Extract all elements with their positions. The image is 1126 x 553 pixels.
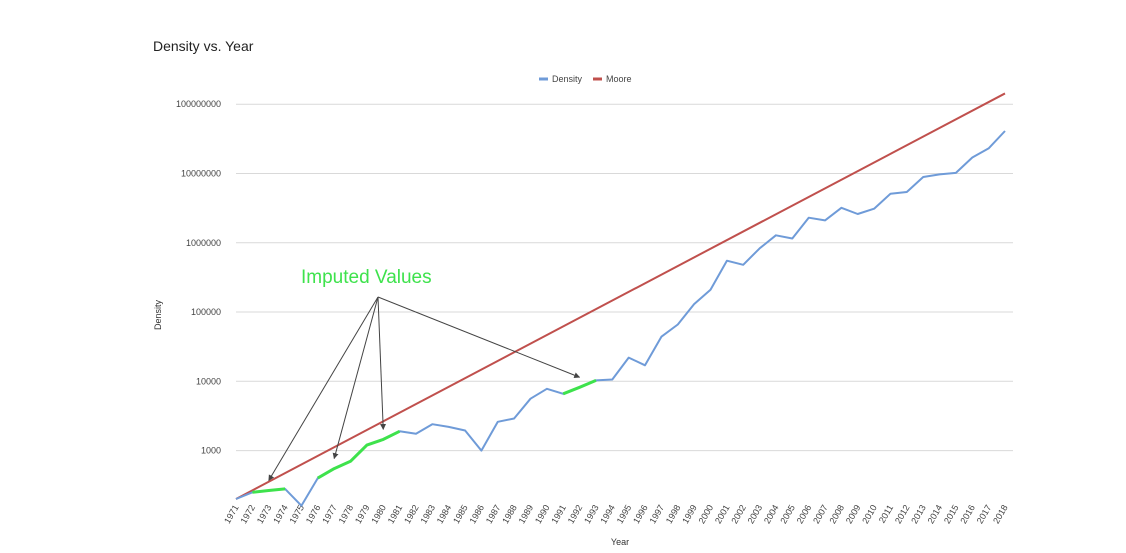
x-tick-label: 1986: [467, 503, 486, 525]
x-tick-label: 1977: [320, 503, 339, 525]
x-tick-label: 1988: [500, 503, 519, 525]
x-tick-label: 1990: [533, 503, 552, 525]
x-tick-label: 2016: [958, 503, 977, 525]
x-tick-label: 2015: [942, 503, 961, 525]
x-tick-label: 2009: [844, 503, 863, 525]
x-tick-label: 1998: [664, 503, 683, 525]
y-tick-label: 10000000: [181, 168, 221, 178]
x-tick-label: 1984: [435, 503, 454, 525]
series-line-moore: [235, 92, 1006, 500]
legend-label-moore: Moore: [606, 74, 632, 84]
x-tick-label: 1992: [566, 503, 585, 525]
x-tick-label: 2008: [827, 503, 846, 525]
x-tick-label: 2010: [860, 503, 879, 525]
series-line-density: [235, 130, 1006, 507]
x-tick-label: 2000: [697, 503, 716, 525]
x-tick-label: 1972: [238, 503, 257, 525]
x-tick-label: 2011: [877, 503, 895, 525]
x-tick-label: 2018: [991, 503, 1010, 525]
x-tick-label: 1995: [615, 503, 634, 525]
x-tick-label: 2007: [811, 503, 830, 525]
x-tick-label: 1993: [582, 503, 601, 525]
x-tick-label: 2005: [778, 503, 797, 525]
x-tick-label: 2014: [926, 503, 945, 525]
x-tick-label: 1974: [271, 503, 290, 525]
x-tick-label: 2012: [893, 503, 912, 525]
annotation-arrow: [268, 296, 379, 482]
x-tick-label: 1971: [222, 503, 241, 525]
annotation-arrow: [377, 296, 387, 430]
x-tick-label: 1987: [484, 503, 503, 525]
x-tick-label: 1994: [598, 503, 617, 525]
x-tick-label: 2001: [713, 503, 732, 525]
y-tick-label: 1000: [201, 446, 221, 456]
x-tick-label: 1982: [402, 503, 421, 525]
x-tick-label: 2006: [795, 503, 814, 525]
x-axis-label: Year: [611, 537, 629, 547]
legend-label-density: Density: [552, 74, 583, 84]
annotation-arrow: [332, 296, 379, 460]
y-tick-label: 10000: [196, 376, 221, 386]
x-tick-label: 1997: [647, 503, 666, 525]
y-axis-label: Density: [153, 299, 163, 330]
x-tick-label: 2003: [746, 503, 765, 525]
y-tick-label: 100000000: [176, 99, 221, 109]
chart-title: Density vs. Year: [153, 38, 254, 54]
annotation-arrow: [377, 296, 581, 379]
x-tick-label: 1989: [517, 503, 536, 525]
x-tick-label: 1999: [680, 503, 699, 525]
x-tick-label: 1996: [631, 503, 650, 525]
x-tick-label: 2004: [762, 503, 781, 525]
y-tick-label: 1000000: [186, 238, 221, 248]
imputed-segment: [562, 379, 597, 396]
imputed-segment: [317, 429, 401, 480]
y-tick-label: 100000: [191, 307, 221, 317]
imputed-segment: [252, 487, 286, 494]
x-tick-label: 1991: [549, 503, 568, 525]
x-tick-label: 1980: [369, 503, 388, 525]
x-tick-label: 1985: [451, 503, 470, 525]
annotation-label: Imputed Values: [301, 267, 432, 288]
x-tick-label: 1983: [418, 503, 437, 525]
x-tick-label: 1975: [288, 503, 307, 525]
x-tick-label: 1976: [304, 503, 323, 525]
x-tick-label: 1973: [255, 503, 274, 525]
x-tick-label: 2002: [729, 503, 748, 525]
x-tick-label: 2013: [909, 503, 928, 525]
x-tick-label: 2017: [975, 503, 994, 525]
x-tick-label: 1979: [353, 503, 372, 525]
x-tick-label: 1981: [386, 503, 405, 525]
x-tick-label: 1978: [337, 503, 356, 525]
